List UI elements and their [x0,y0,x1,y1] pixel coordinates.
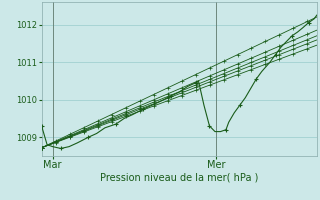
X-axis label: Pression niveau de la mer( hPa ): Pression niveau de la mer( hPa ) [100,173,258,183]
